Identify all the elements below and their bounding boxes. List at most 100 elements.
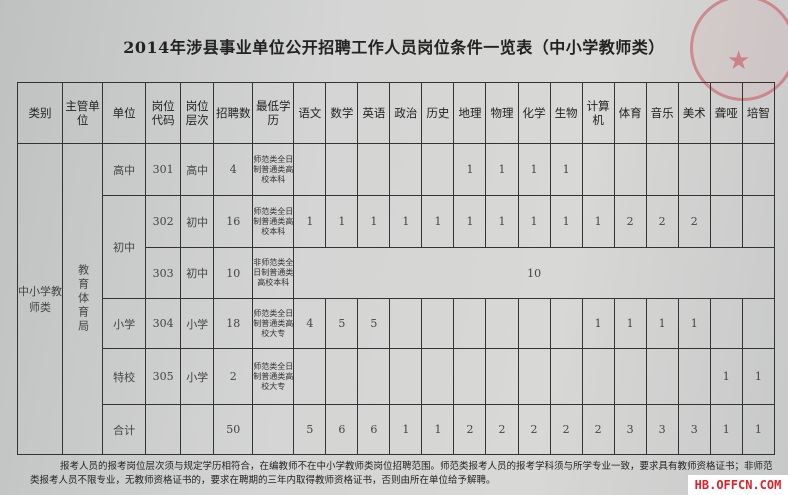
column-header: 生物: [549, 82, 583, 144]
column-header: 政治: [389, 82, 423, 144]
subject-cell: 5: [325, 298, 359, 349]
subject-cell: 4: [293, 298, 327, 349]
subject-cell: 1: [709, 348, 743, 405]
watermark: HB.OFFCN.COM: [688, 475, 788, 495]
table-row: 中小学教师类 教育体育局 高中 301 高中 4 师范类全日制普通类高校本科 1 1 1 1: [16, 143, 776, 455]
subject-cell: [389, 348, 423, 405]
subject-cell: [421, 348, 455, 405]
subject-cell: [357, 348, 391, 405]
subject-cell: [485, 348, 519, 405]
column-header: 地理: [453, 82, 487, 144]
count-cell: 16: [213, 195, 254, 248]
subject-cell: [357, 143, 391, 196]
subject-cell: [741, 143, 776, 196]
level-cell: 小学: [180, 298, 215, 349]
subject-cell: [517, 348, 551, 405]
education-cell: 非师范类全日制普通类高校本科: [252, 247, 295, 299]
subject-cell: [741, 195, 776, 248]
column-header: 主管单位: [62, 82, 104, 144]
subject-cell: 2: [645, 195, 679, 248]
column-header: 历史: [421, 82, 455, 144]
education-cell: 师范类全日制普通类高校本科: [252, 195, 295, 248]
subject-cell: [549, 298, 583, 349]
unit-cell: 初中: [102, 195, 147, 299]
subject-cell: 2: [677, 195, 711, 248]
column-header: 语文: [293, 82, 327, 144]
subject-cell: 1: [389, 195, 423, 248]
count-cell: 2: [213, 348, 254, 405]
subject-cell: 1: [581, 195, 615, 248]
column-header: 聋哑: [709, 82, 743, 144]
total-subject-cell: 5: [293, 404, 327, 455]
code-cell: 304: [145, 298, 182, 349]
subject-cell: [677, 348, 711, 405]
subject-cell: [421, 298, 455, 349]
count-cell: 4: [213, 143, 254, 196]
subject-cell: 1: [485, 195, 519, 248]
code-cell: 301: [145, 143, 182, 196]
subject-cell: 1: [357, 195, 391, 248]
subject-cell: 1: [325, 195, 359, 248]
page-title: 2014年涉县事业单位公开招聘工作人员岗位条件一览表（中小学教师类）: [123, 38, 665, 57]
column-header: 音乐: [645, 82, 679, 144]
total-subject-cell: 3: [645, 404, 679, 455]
subject-cell: [709, 195, 743, 248]
total-subject-cell: 1: [741, 404, 776, 455]
subject-cell: [325, 348, 359, 405]
subject-cell: [453, 348, 487, 405]
recruitment-table: 类别 主管单位 单位 岗位代码 岗位层次 招聘数 最低学历 语文 数学 英语 政治 历史 地理 物理 化学生…: [16, 82, 776, 455]
subject-cell: [421, 143, 455, 196]
subject-cell: [581, 143, 615, 196]
subject-cell: 1: [517, 195, 551, 248]
subject-cell: [293, 143, 327, 196]
header-row: 类别 主管单位 单位 岗位代码 岗位层次 招聘数 最低学历 语文 数学 英语 政治 历史 地理 物理 化学生…: [16, 82, 776, 144]
subject-cell: 1: [453, 195, 487, 248]
subject-cell: [613, 348, 647, 405]
empty-cell: [145, 404, 182, 455]
total-subject-cell: 3: [677, 404, 711, 455]
unit-cell: 高中: [102, 143, 147, 196]
count-cell: 18: [213, 298, 254, 349]
total-subject-cell: 2: [517, 404, 551, 455]
column-header: 物理: [485, 82, 519, 144]
subject-cell: [645, 348, 679, 405]
column-header: 美术: [677, 82, 711, 144]
subject-cell: [645, 143, 679, 196]
column-header: 化学: [517, 82, 551, 144]
table-row: 小学 304 小学 18 师范类全日制普通类高校大专 4 5 5 1 1 1 1: [18, 298, 776, 349]
subject-cell: [677, 143, 711, 196]
subject-cell: [389, 143, 423, 196]
total-row: 合计 50 5 6 6 1 1 2 2 2 2 2 3 3 3 1 1: [18, 404, 776, 455]
column-header: 英语: [357, 82, 391, 144]
column-header: 体育: [613, 82, 647, 144]
subject-cell: 1: [517, 143, 551, 196]
column-header: 数学: [325, 82, 359, 144]
column-header: 类别: [16, 82, 64, 144]
category-cell: 中小学教师类: [16, 143, 64, 455]
total-subject-cell: 2: [549, 404, 583, 455]
total-subject-cell: 6: [357, 404, 391, 455]
subject-cell: [549, 348, 583, 405]
subject-cell: [485, 298, 519, 349]
unit-cell: 小学: [102, 298, 147, 349]
column-header: 最低学历: [252, 82, 295, 144]
subject-cell: [709, 143, 743, 196]
subject-cell: [517, 298, 551, 349]
subject-cell: [389, 298, 423, 349]
subject-cell: 1: [645, 298, 679, 349]
empty-cell: [180, 404, 215, 455]
total-subject-cell: 3: [613, 404, 647, 455]
subject-cell: [741, 298, 776, 349]
level-cell: 小学: [180, 348, 215, 405]
subject-cell: [613, 143, 647, 196]
level-cell: 初中: [180, 247, 215, 299]
subject-cell: 1: [485, 143, 519, 196]
subject-cell: 2: [613, 195, 647, 248]
subject-cell: 1: [293, 195, 327, 248]
table-row: 特校 305 小学 2 师范类全日制普通类高校大专 1 1: [18, 348, 776, 405]
subject-cell: 1: [613, 298, 647, 349]
level-cell: 初中: [180, 195, 215, 248]
empty-cell: [252, 404, 295, 455]
total-subject-cell: 2: [485, 404, 519, 455]
subject-cell: [581, 348, 615, 405]
